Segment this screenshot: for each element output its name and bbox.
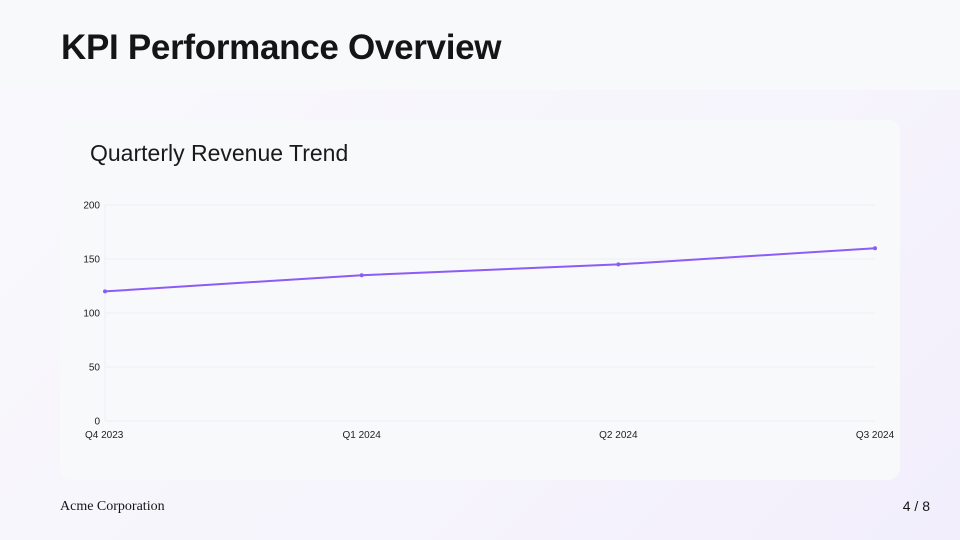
chart-card: Quarterly Revenue Trend 0 50 100 150 200 Q4 2…: [60, 120, 900, 480]
y-tick-label: 0: [94, 417, 100, 428]
data-point: [616, 262, 621, 267]
x-tick-label: Q3 2024: [856, 430, 895, 441]
slide-header: KPI Performance Overview: [0, 0, 960, 90]
x-tick-label: Q4 2023: [85, 430, 124, 441]
data-point: [359, 273, 364, 278]
y-tick-label: 150: [83, 255, 100, 266]
y-tick-label: 100: [83, 309, 100, 320]
company-name: Acme Corporation: [60, 499, 165, 514]
x-tick-label: Q2 2024: [599, 430, 638, 441]
x-tick-label: Q1 2024: [342, 430, 381, 441]
series-line: [104, 247, 876, 293]
page-number: 4 / 8: [902, 498, 930, 514]
slide-title: KPI Performance Overview: [61, 28, 502, 67]
chart-title: Quarterly Revenue Trend: [90, 140, 349, 166]
y-tick-label: 50: [89, 363, 101, 374]
y-tick-label: 200: [83, 201, 100, 212]
line-chart: 0 50 100 150 200 Q4 2023 Q1 2024 Q2 2024 Q3 2024: [83, 201, 895, 442]
data-point: [103, 289, 107, 294]
data-point: [873, 246, 877, 251]
